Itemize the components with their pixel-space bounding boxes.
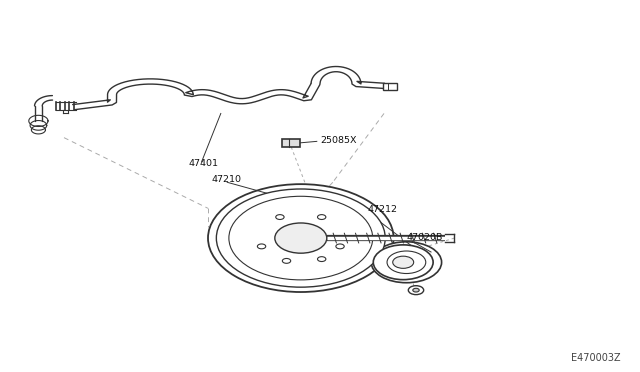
Text: 47020B: 47020B [406,233,443,242]
Circle shape [317,257,326,262]
Circle shape [336,244,344,249]
Circle shape [373,245,433,280]
Circle shape [275,223,327,253]
Circle shape [317,215,326,219]
Circle shape [257,244,266,249]
Circle shape [393,256,413,268]
Ellipse shape [208,184,394,292]
Circle shape [408,286,424,295]
FancyBboxPatch shape [282,139,300,147]
Circle shape [371,242,442,283]
FancyBboxPatch shape [383,83,397,90]
Text: 47210: 47210 [211,175,241,184]
Circle shape [413,288,419,292]
Text: 47401: 47401 [189,158,219,167]
Ellipse shape [229,196,372,280]
Circle shape [282,259,291,263]
Ellipse shape [216,189,385,287]
Text: 47212: 47212 [368,205,398,214]
Text: 25085X: 25085X [320,136,356,145]
Circle shape [276,215,284,219]
Circle shape [387,251,426,273]
Text: E470003Z: E470003Z [571,353,621,363]
